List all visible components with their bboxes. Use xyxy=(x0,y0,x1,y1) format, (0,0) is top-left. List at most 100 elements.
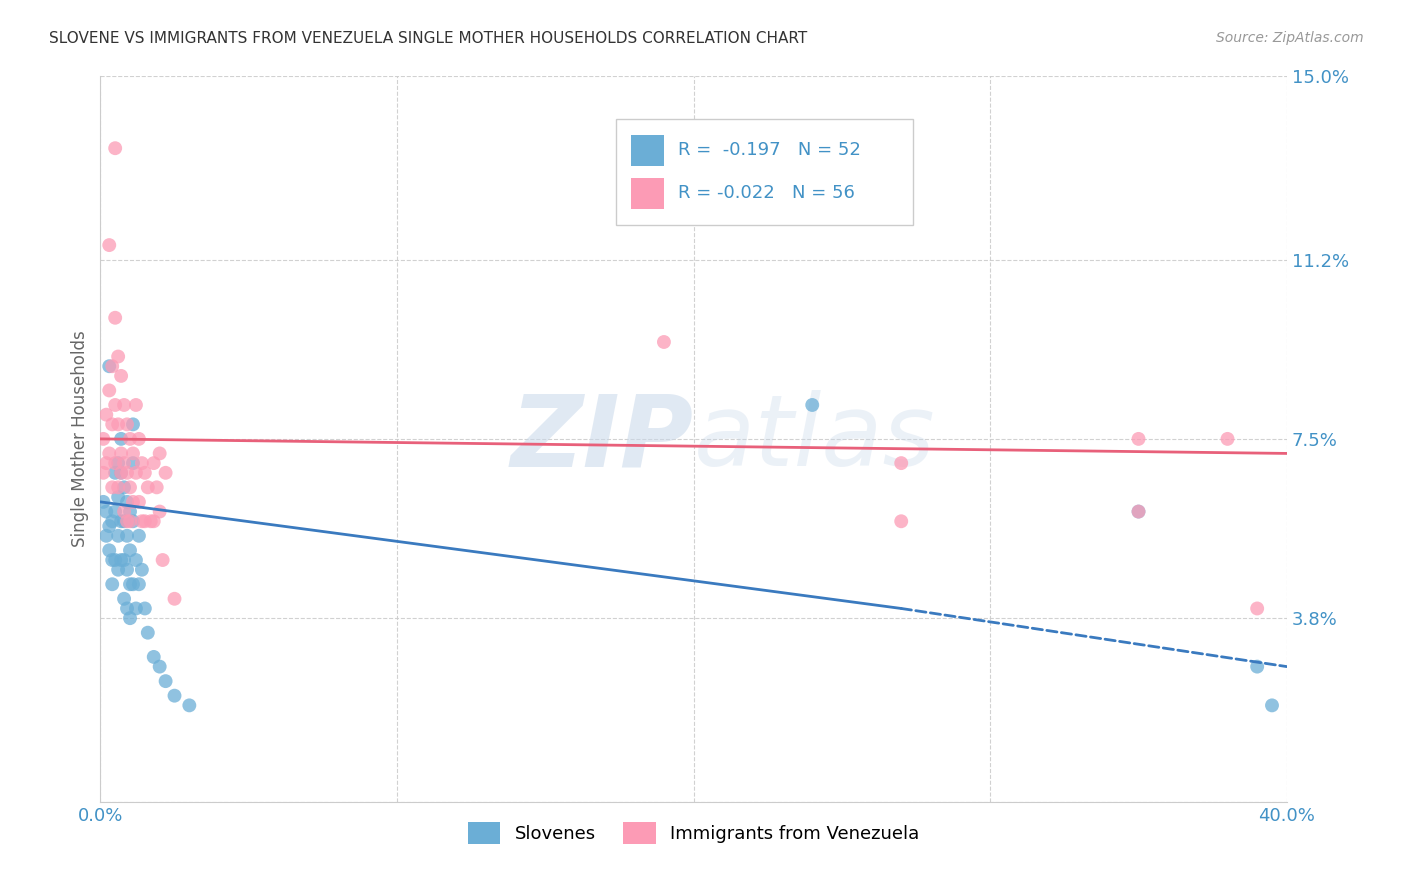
Point xyxy=(125,466,148,480)
Point xyxy=(139,514,162,528)
Point xyxy=(122,577,145,591)
Point xyxy=(115,514,138,528)
Point xyxy=(112,456,135,470)
Point xyxy=(104,456,127,470)
Point xyxy=(125,553,148,567)
Point xyxy=(107,529,129,543)
Point xyxy=(122,514,145,528)
Point xyxy=(107,480,129,494)
Point xyxy=(1128,432,1150,446)
Point xyxy=(98,384,121,398)
Point xyxy=(110,432,132,446)
Point xyxy=(142,649,165,664)
Point xyxy=(115,563,138,577)
FancyBboxPatch shape xyxy=(616,120,912,225)
Point xyxy=(101,359,124,374)
Point xyxy=(142,456,165,470)
Point xyxy=(142,514,165,528)
Point xyxy=(96,456,118,470)
Point xyxy=(134,514,156,528)
Point xyxy=(112,480,135,494)
Point xyxy=(110,466,132,480)
Point xyxy=(107,456,129,470)
Text: R =  -0.197   N = 52: R = -0.197 N = 52 xyxy=(678,141,860,160)
Point xyxy=(101,514,124,528)
Point xyxy=(112,591,135,606)
Point xyxy=(91,432,114,446)
Point xyxy=(101,480,124,494)
Point xyxy=(118,611,141,625)
Point xyxy=(131,514,153,528)
Point xyxy=(110,368,132,383)
Point xyxy=(122,417,145,432)
Point xyxy=(118,432,141,446)
Text: Source: ZipAtlas.com: Source: ZipAtlas.com xyxy=(1216,31,1364,45)
Point xyxy=(179,698,201,713)
Point xyxy=(1128,505,1150,519)
Point xyxy=(101,553,124,567)
Point xyxy=(149,446,172,460)
Point xyxy=(104,141,127,155)
Point xyxy=(112,553,135,567)
Point xyxy=(118,505,141,519)
Point xyxy=(890,456,912,470)
Point xyxy=(96,408,118,422)
Point xyxy=(91,466,114,480)
Point xyxy=(125,398,148,412)
Point xyxy=(145,480,167,494)
Point xyxy=(128,529,150,543)
Point xyxy=(107,490,129,504)
Point xyxy=(149,659,172,673)
Point xyxy=(155,466,177,480)
Point xyxy=(652,334,675,349)
Point xyxy=(1261,698,1284,713)
Point xyxy=(107,350,129,364)
Point xyxy=(110,553,132,567)
Text: R = -0.022   N = 56: R = -0.022 N = 56 xyxy=(678,185,855,202)
FancyBboxPatch shape xyxy=(631,178,664,209)
Point xyxy=(91,495,114,509)
Point xyxy=(112,505,135,519)
Point xyxy=(96,529,118,543)
Point xyxy=(104,398,127,412)
Point xyxy=(101,417,124,432)
Point xyxy=(110,446,132,460)
Point xyxy=(125,601,148,615)
Point xyxy=(118,577,141,591)
Point xyxy=(110,466,132,480)
Point xyxy=(128,577,150,591)
Point xyxy=(801,398,824,412)
Point xyxy=(118,543,141,558)
Point xyxy=(98,238,121,252)
Text: atlas: atlas xyxy=(693,391,935,487)
Point xyxy=(1216,432,1239,446)
Y-axis label: Single Mother Households: Single Mother Households xyxy=(72,331,89,548)
Point xyxy=(163,591,186,606)
Point xyxy=(115,601,138,615)
Text: SLOVENE VS IMMIGRANTS FROM VENEZUELA SINGLE MOTHER HOUSEHOLDS CORRELATION CHART: SLOVENE VS IMMIGRANTS FROM VENEZUELA SIN… xyxy=(49,31,807,46)
Point xyxy=(134,466,156,480)
Point xyxy=(112,514,135,528)
Point xyxy=(104,466,127,480)
Legend: Slovenes, Immigrants from Venezuela: Slovenes, Immigrants from Venezuela xyxy=(468,822,920,844)
Point xyxy=(104,505,127,519)
Point xyxy=(155,674,177,689)
Point xyxy=(152,553,174,567)
Point xyxy=(98,446,121,460)
Point xyxy=(104,553,127,567)
Point xyxy=(107,563,129,577)
FancyBboxPatch shape xyxy=(631,135,664,166)
Point xyxy=(118,480,141,494)
Point xyxy=(890,514,912,528)
Point xyxy=(1246,601,1268,615)
Point xyxy=(112,398,135,412)
Point xyxy=(101,577,124,591)
Point xyxy=(122,456,145,470)
Point xyxy=(107,417,129,432)
Point xyxy=(98,359,121,374)
Point xyxy=(1128,505,1150,519)
Point xyxy=(128,495,150,509)
Point xyxy=(163,689,186,703)
Point xyxy=(131,456,153,470)
Point xyxy=(128,432,150,446)
